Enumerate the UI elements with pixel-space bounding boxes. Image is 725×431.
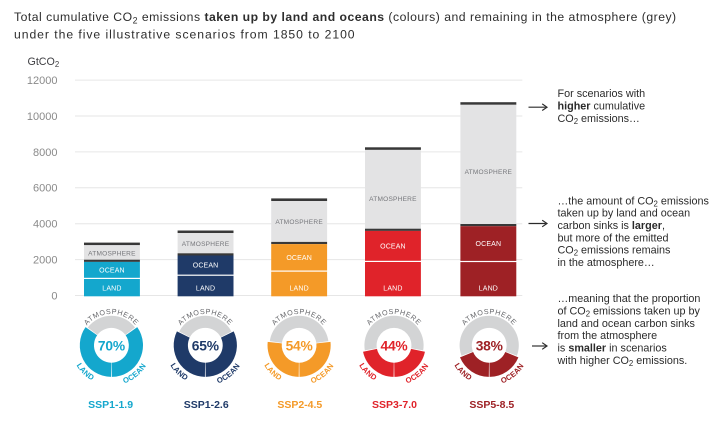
svg-text:but more of the emitted: but more of the emitted [558,232,669,244]
svg-text:from the atmosphere: from the atmosphere [558,330,658,342]
svg-text:4000: 4000 [33,219,57,231]
svg-text:LAND: LAND [196,285,215,292]
svg-text:is smaller in scenarios: is smaller in scenarios [558,343,668,355]
svg-text:65%: 65% [192,339,219,354]
svg-text:8000: 8000 [33,147,57,159]
svg-text:70%: 70% [98,339,125,354]
svg-text:ATMOSPHERE: ATMOSPHERE [88,250,136,257]
svg-text:carbon sinks is larger,: carbon sinks is larger, [558,220,665,232]
svg-text:38%: 38% [476,339,503,354]
svg-text:SSP2-4.5: SSP2-4.5 [277,399,322,411]
svg-text:6000: 6000 [33,183,57,195]
svg-text:CO2 emissions remains: CO2 emissions remains [558,245,672,258]
svg-text:SSP1-2.6: SSP1-2.6 [184,399,229,411]
svg-text:ATMOSPHERE: ATMOSPHERE [465,169,513,176]
svg-text:ATMOSPHERE: ATMOSPHERE [275,219,323,226]
svg-text:GtCO2: GtCO2 [28,56,60,69]
svg-text:LAND: LAND [290,285,309,292]
svg-text:OCEAN: OCEAN [476,241,502,248]
svg-text:with higher CO2 emissions.: with higher CO2 emissions. [557,355,688,368]
svg-text:ATMOSPHERE: ATMOSPHERE [182,241,230,248]
svg-text:SSP5-8.5: SSP5-8.5 [469,399,514,411]
svg-text:12000: 12000 [27,75,58,87]
svg-text:taken up by land and ocean: taken up by land and ocean [558,208,691,220]
svg-text:…the amount of CO2 emissions: …the amount of CO2 emissions [558,195,710,208]
svg-text:SSP3-7.0: SSP3-7.0 [372,399,417,411]
svg-text:2000: 2000 [33,255,57,267]
svg-text:under the five illustrative sc: under the five illustrative scenarios fr… [14,28,356,42]
svg-text:in the atmosphere…: in the atmosphere… [558,257,655,269]
svg-text:Total cumulative CO2 emissions: Total cumulative CO2 emissions taken up … [14,10,677,25]
svg-text:ATMOSPHERE: ATMOSPHERE [369,196,417,203]
svg-text:10000: 10000 [27,111,58,123]
svg-text:For scenarios with: For scenarios with [558,88,646,100]
svg-text:OCEAN: OCEAN [286,255,312,262]
svg-text:SSP1-1.9: SSP1-1.9 [88,399,133,411]
svg-text:OCEAN: OCEAN [193,263,219,270]
svg-text:LAND: LAND [479,285,498,292]
svg-text:LAND: LAND [383,285,402,292]
svg-text:OCEAN: OCEAN [380,243,406,250]
svg-text:of CO2 emissions taken up by: of CO2 emissions taken up by [558,306,701,319]
svg-text:land and ocean carbon sinks: land and ocean carbon sinks [558,318,696,330]
svg-text:higher cumulative: higher cumulative [558,101,646,113]
svg-text:44%: 44% [380,339,407,354]
svg-text:CO2 emissions…: CO2 emissions… [558,113,640,126]
svg-text:54%: 54% [286,339,313,354]
svg-text:LAND: LAND [102,285,121,292]
svg-text:…meaning that the proportion: …meaning that the proportion [558,293,701,305]
svg-text:0: 0 [51,290,57,302]
svg-text:OCEAN: OCEAN [99,267,125,274]
